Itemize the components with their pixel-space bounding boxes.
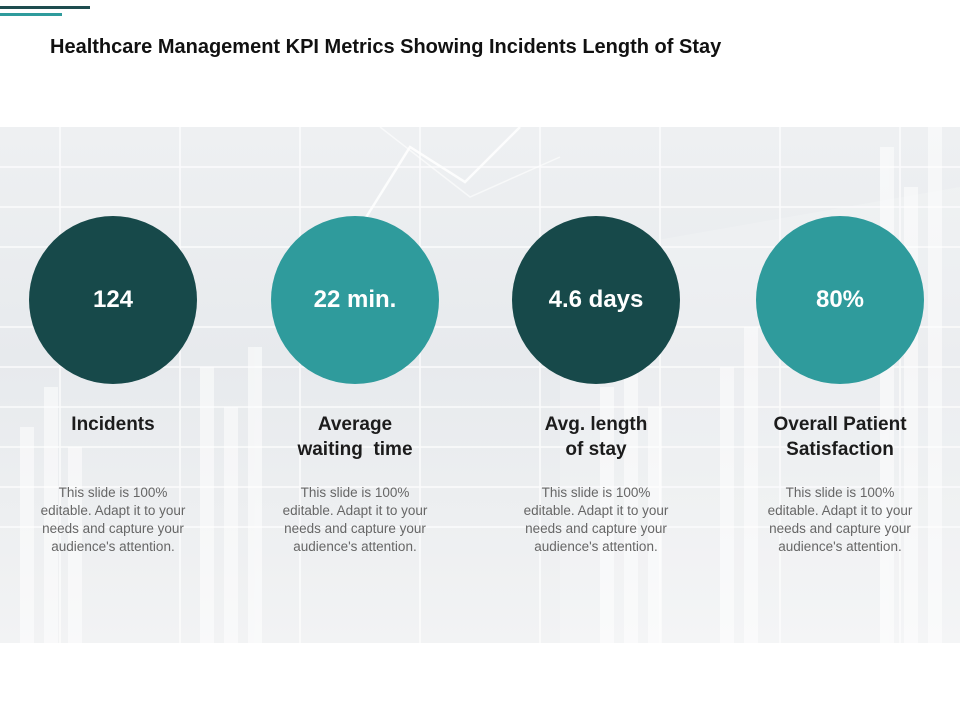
kpi-label: Overall Patient Satisfaction [773,414,907,460]
kpi-circle: 4.6 days [512,216,680,384]
kpi-value: 80% [815,286,865,313]
kpi-description: This slide is 100% editable. Adapt it to… [767,485,913,554]
title-accent-bar-teal [0,13,62,16]
kpi-description: This slide is 100% editable. Adapt it to… [40,485,186,554]
kpi-overall-patient-satisfaction: 80% Overall Patient Satisfaction This sl… [740,216,940,556]
kpi-average-waiting-time: 22 min. Average waiting time This slide … [255,216,455,556]
kpi-value: 124 [92,286,134,313]
kpi-label: Incidents [71,414,155,435]
kpi-label: Average waiting time [297,414,413,460]
kpi-value: 4.6 days [548,286,644,313]
kpi-avg-length-of-stay: 4.6 days Avg. length of stay This slide … [496,216,696,556]
kpi-circle: 22 min. [271,216,439,384]
slide-title: Healthcare Management KPI Metrics Showin… [50,36,722,58]
kpi-description: This slide is 100% editable. Adapt it to… [282,485,428,554]
kpi-value: 22 min. [313,286,397,313]
kpi-label: Avg. length of stay [544,414,648,460]
kpi-circle: 80% [756,216,924,384]
kpi-incidents: 124 Incidents This slide is 100% editabl… [13,216,213,556]
kpi-description: This slide is 100% editable. Adapt it to… [523,485,669,554]
title-accent-bar-dark [0,6,90,9]
kpi-circle: 124 [29,216,197,384]
